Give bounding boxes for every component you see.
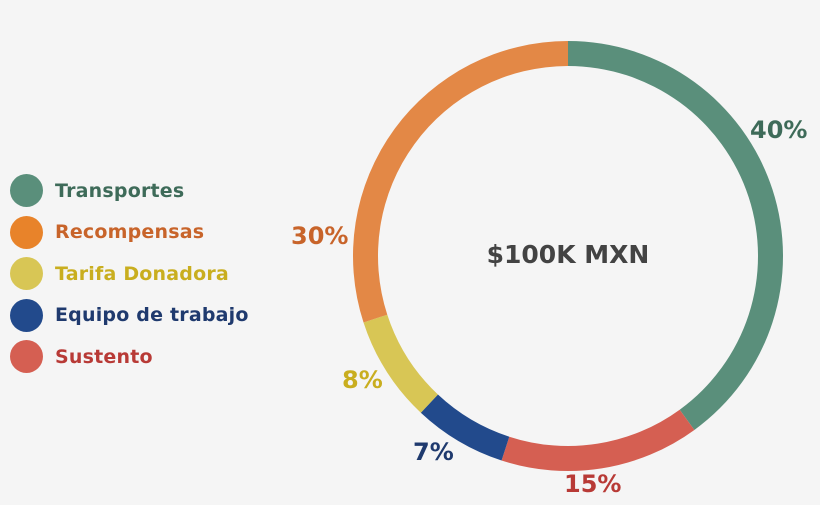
center-total-label: $100K MXN <box>486 240 650 269</box>
legend-item-sustento: Sustento <box>10 336 249 378</box>
donut-segment-equipo-de-trabajo <box>420 394 510 461</box>
legend-label: Sustento <box>55 345 153 368</box>
donut-ring <box>352 41 784 471</box>
legend-label: Tarifa Donadora <box>55 262 229 285</box>
legend-dot-icon <box>10 340 43 374</box>
percent-label-sustento: 15% <box>564 470 622 498</box>
legend-dot-icon <box>10 215 43 249</box>
chart-legend: Transportes Recompensas Tarifa Donadora … <box>10 170 249 378</box>
legend-item-recompensas: Recompensas <box>10 212 249 254</box>
percent-label-recompensas: 30% <box>291 222 349 250</box>
legend-item-tarifa-donadora: Tarifa Donadora <box>10 253 249 295</box>
legend-dot-icon <box>10 257 43 291</box>
legend-item-transportes: Transportes <box>10 170 249 212</box>
donut-segment-tarifa-donadora <box>363 314 438 413</box>
legend-label: Recompensas <box>55 221 205 244</box>
percent-label-equipo: 7% <box>413 438 454 466</box>
donut-segment-sustento <box>501 409 695 471</box>
donut-segment-transportes <box>568 41 784 430</box>
legend-item-equipo-de-trabajo: Equipo de trabajo <box>10 295 249 337</box>
percent-label-tarifa: 8% <box>342 366 383 394</box>
donut-segment-recompensas <box>352 41 568 323</box>
legend-dot-icon <box>10 174 43 208</box>
legend-dot-icon <box>10 298 43 332</box>
legend-label: Equipo de trabajo <box>55 304 249 327</box>
legend-label: Transportes <box>55 179 185 202</box>
percent-label-transportes: 40% <box>750 116 808 144</box>
